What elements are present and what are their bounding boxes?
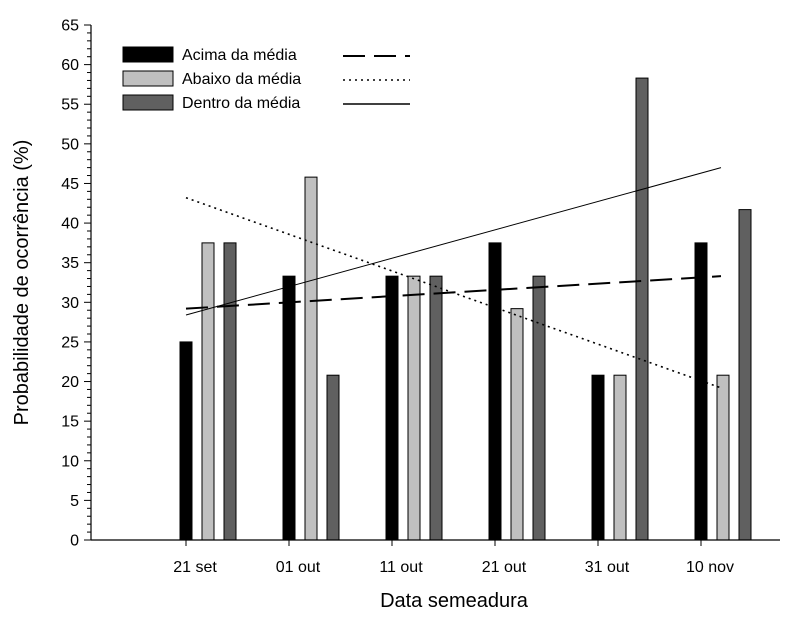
y-tick-label: 45 xyxy=(61,176,79,193)
bar xyxy=(532,275,546,541)
bar xyxy=(282,275,296,541)
legend-label: Abaixo da média xyxy=(182,71,301,88)
bar xyxy=(223,242,237,541)
bar xyxy=(510,308,524,541)
axes-group xyxy=(90,25,780,541)
legend-swatch xyxy=(122,94,174,111)
bar xyxy=(613,374,627,541)
y-ticks-group: 0 5 10 15 20 25 30 35 40 45 50 55 60 65 xyxy=(61,18,91,550)
bar xyxy=(716,374,730,541)
y-tick-label: 25 xyxy=(61,334,79,351)
y-tick-label: 30 xyxy=(61,295,79,312)
x-tick-label: 11 out xyxy=(379,559,423,576)
y-tick-label: 15 xyxy=(61,414,79,431)
bar xyxy=(407,275,421,541)
x-axis-title: Data semeadura xyxy=(380,590,529,612)
bar xyxy=(201,242,215,541)
trend-line xyxy=(185,167,722,316)
y-tick-label: 60 xyxy=(61,57,79,74)
y-tick-label: 35 xyxy=(61,255,79,272)
bar xyxy=(591,374,605,541)
bar xyxy=(635,77,649,541)
x-tick-label: 10 nov xyxy=(686,559,734,576)
bar xyxy=(738,209,752,541)
x-tick-label: 01 out xyxy=(276,559,321,576)
bar xyxy=(326,374,340,541)
legend-label: Dentro da média xyxy=(182,95,300,112)
y-tick-label: 65 xyxy=(61,18,79,35)
legend-swatch xyxy=(122,70,174,87)
legend-label: Acima da média xyxy=(182,47,297,64)
bar xyxy=(488,242,502,541)
legend: Acima da média Abaixo da média Dentro da m… xyxy=(122,46,410,112)
bar xyxy=(385,275,399,541)
bar xyxy=(429,275,443,541)
y-tick-label: 55 xyxy=(61,97,79,114)
x-ticks-group: 21 set 01 out 11 out 21 out 31 out 10 nov xyxy=(173,540,734,576)
y-axis-title: Probabilidade de ocorrência (%) xyxy=(11,140,33,426)
y-tick-label: 40 xyxy=(61,216,79,233)
legend-swatch xyxy=(122,46,174,63)
bars-group xyxy=(179,77,752,541)
x-tick-label: 31 out xyxy=(585,559,630,576)
trend-line xyxy=(185,196,722,389)
trend-lines-group xyxy=(185,167,722,389)
x-tick-label: 21 out xyxy=(482,559,527,576)
y-tick-label: 50 xyxy=(61,136,79,153)
y-tick-label: 20 xyxy=(61,374,79,391)
y-tick-label: 10 xyxy=(61,453,79,470)
y-tick-label: 0 xyxy=(70,533,79,550)
y-tick-label: 5 xyxy=(70,493,79,510)
bar xyxy=(694,242,708,541)
bar xyxy=(304,176,318,541)
x-tick-label: 21 set xyxy=(173,559,217,576)
bar xyxy=(179,341,193,541)
